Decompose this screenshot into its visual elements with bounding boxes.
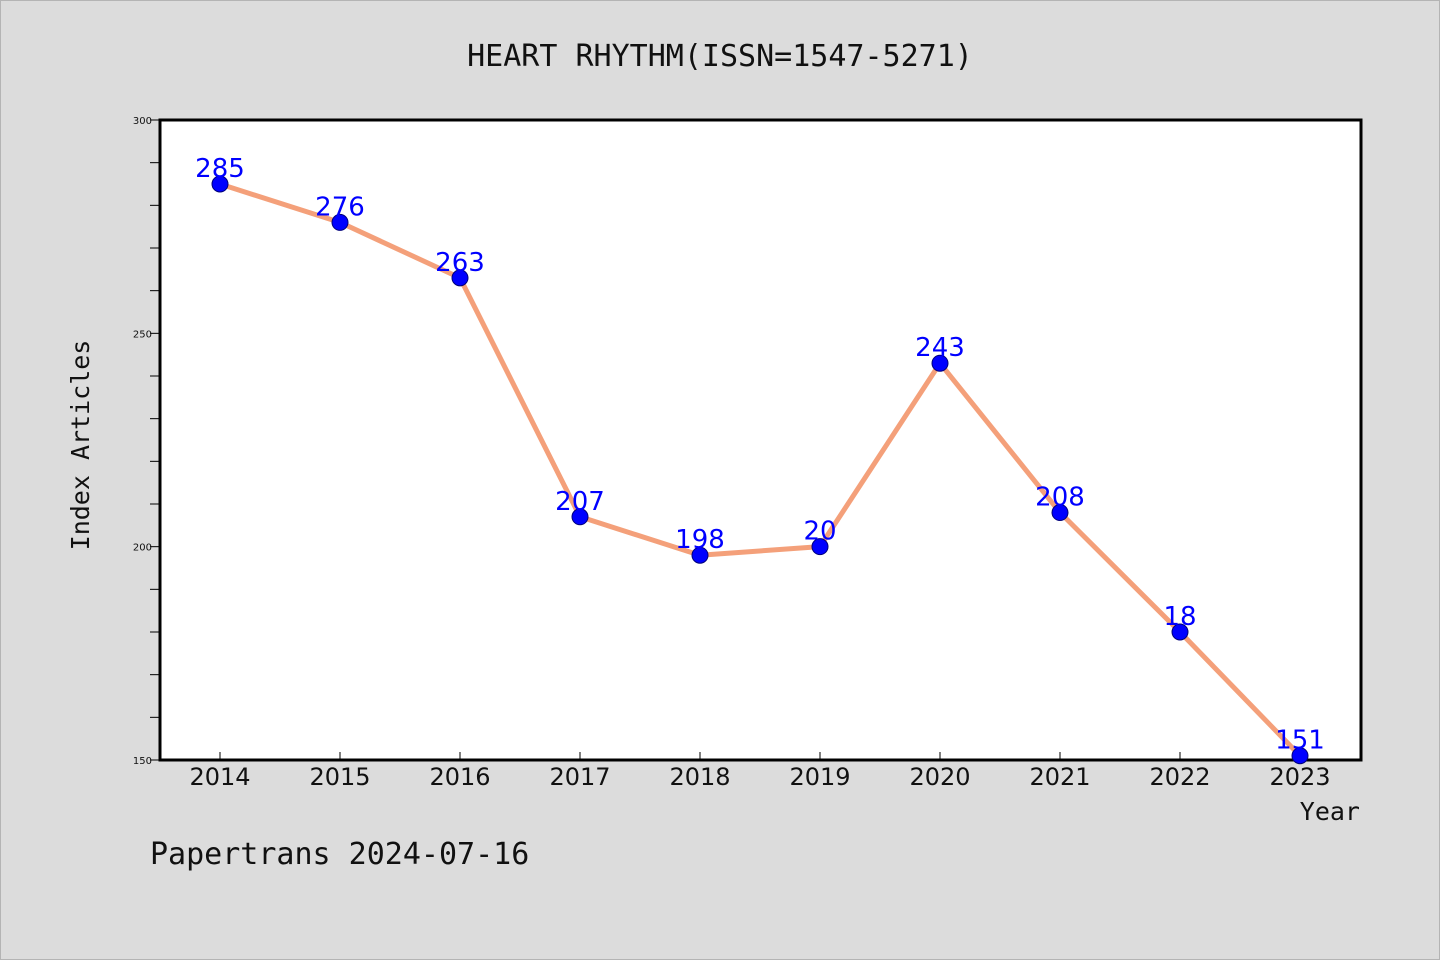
data-label: 208 (1035, 483, 1085, 513)
data-label: 151 (1275, 726, 1325, 756)
plot-area (158, 118, 1363, 762)
x-tick-label: 2019 (789, 763, 850, 791)
data-point (1171, 623, 1189, 641)
y-axis: 150 200 250 300 (133, 116, 160, 767)
data-point (1291, 747, 1309, 765)
data-label: 207 (555, 487, 605, 517)
data-point (811, 538, 829, 556)
x-tick-label: 2014 (189, 763, 250, 791)
data-point (211, 175, 229, 193)
data-point (571, 508, 589, 526)
x-tick-label: 2022 (1149, 763, 1210, 791)
x-tick-label: 2016 (429, 763, 490, 791)
x-tick-label: 2018 (669, 763, 730, 791)
data-label: 18 (1163, 602, 1196, 632)
x-tick-label: 2023 (1269, 763, 1330, 791)
data-point (331, 213, 349, 231)
marker-group (211, 175, 1309, 765)
data-point (691, 546, 709, 564)
chart-title: HEART RHYTHM(ISSN=1547-5271) (467, 39, 973, 74)
data-label: 243 (915, 333, 965, 363)
x-tick-label: 2021 (1029, 763, 1090, 791)
x-axis: 2014 2015 2016 2017 2018 2019 2020 2021 2022 2023 (189, 752, 1331, 791)
data-label: 276 (315, 192, 365, 222)
watermark-text: Papertrans 2024-07-16 (150, 837, 529, 872)
series-line (219, 181, 1302, 758)
data-label: 198 (675, 525, 725, 555)
data-label: 20 (803, 517, 836, 547)
data-point (451, 269, 469, 287)
x-tick-label: 2020 (909, 763, 970, 791)
y-axis-label: Index Articles (66, 340, 95, 551)
data-point (1051, 504, 1069, 522)
x-tick-label: 2015 (309, 763, 370, 791)
y-tick-label: 250 (133, 329, 152, 340)
x-axis-label: Year (1300, 797, 1360, 826)
series-line-group (219, 181, 1302, 758)
data-label-group: 285 276 263 207 198 20 243 208 18 151 (195, 154, 1325, 756)
y-tick-label: 300 (133, 116, 152, 127)
x-tick-label: 2017 (549, 763, 610, 791)
y-tick-label: 150 (133, 756, 152, 767)
data-label: 263 (435, 248, 485, 278)
y-tick-label: 200 (133, 543, 152, 554)
data-point (931, 354, 949, 372)
data-label: 285 (195, 154, 245, 184)
